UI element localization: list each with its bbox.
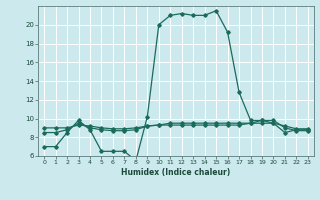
X-axis label: Humidex (Indice chaleur): Humidex (Indice chaleur) <box>121 168 231 177</box>
